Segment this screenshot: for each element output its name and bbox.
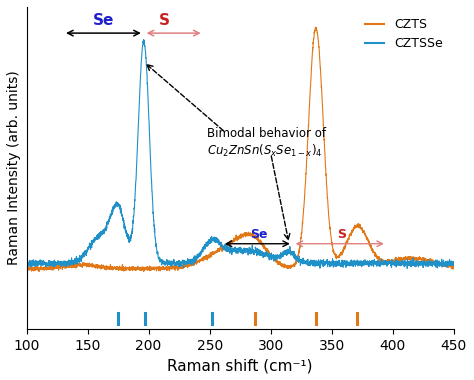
CZTS	[313, 25, 319, 30]
CZTSSe	[188, 259, 193, 264]
CZTSSe	[451, 261, 457, 265]
Y-axis label: Raman Intensity (arb. units): Raman Intensity (arb. units)	[7, 70, 21, 265]
CZTSSe	[24, 258, 29, 263]
CZTSSe	[404, 266, 410, 271]
CZTSSe	[397, 259, 402, 264]
CZTS	[397, 259, 402, 263]
CZTSSe	[206, 238, 212, 242]
Line: CZTSSe: CZTSSe	[27, 40, 454, 268]
CZTS	[451, 265, 457, 270]
CZTS	[206, 253, 212, 258]
Line: CZTS: CZTS	[27, 27, 454, 272]
Text: S: S	[337, 228, 346, 241]
Text: Se: Se	[250, 228, 267, 241]
CZTS	[443, 263, 449, 268]
Legend: CZTS, CZTSSe: CZTS, CZTSSe	[360, 13, 447, 55]
Text: Se: Se	[93, 13, 114, 28]
CZTSSe	[98, 234, 103, 239]
CZTS	[141, 269, 146, 274]
Text: Bimodal behavior of
$Cu_2ZnSn(S_xSe_{1-x})_4$: Bimodal behavior of $Cu_2ZnSn(S_xSe_{1-x…	[207, 127, 326, 159]
CZTS	[73, 262, 78, 266]
X-axis label: Raman shift (cm⁻¹): Raman shift (cm⁻¹)	[167, 358, 313, 373]
CZTSSe	[443, 261, 449, 265]
CZTS	[24, 264, 29, 269]
CZTSSe	[73, 261, 78, 266]
CZTS	[188, 263, 193, 267]
CZTS	[98, 264, 103, 269]
CZTSSe	[141, 37, 146, 42]
Text: S: S	[159, 13, 170, 28]
